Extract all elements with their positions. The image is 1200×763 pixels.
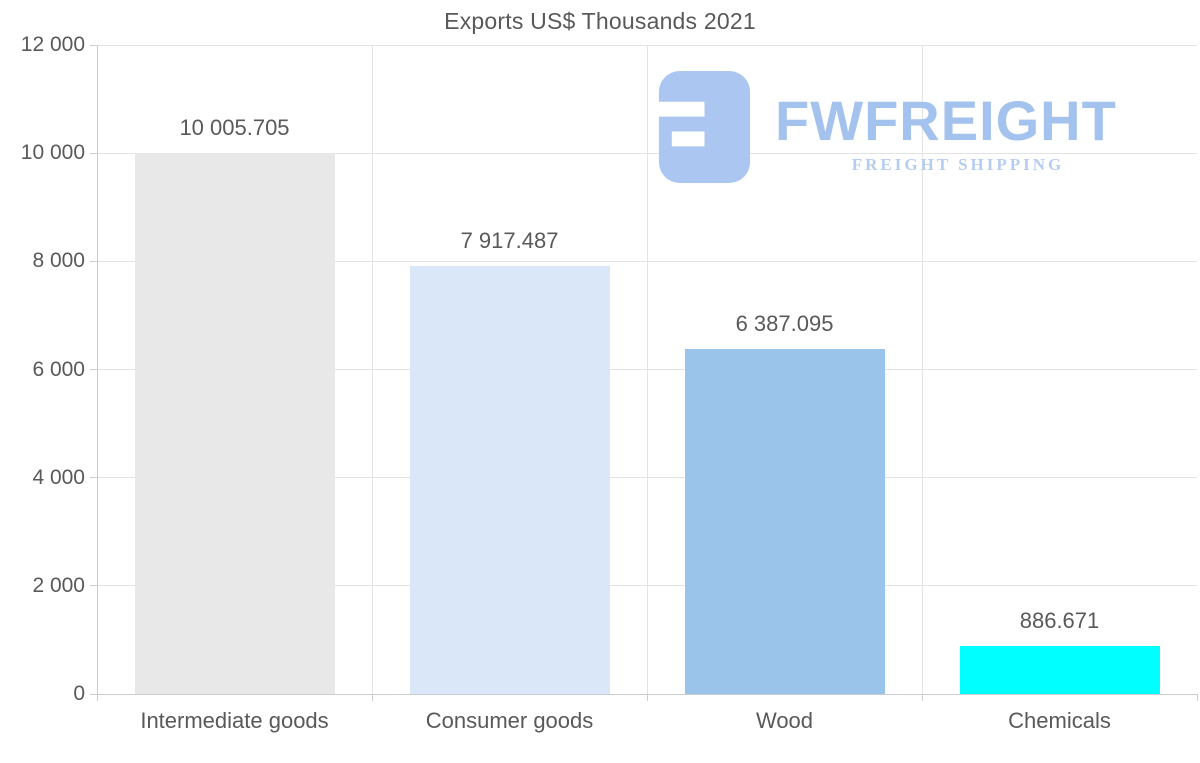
y-axis-label: 10 000: [20, 141, 85, 165]
value-label-intermediate-goods: 10 005.705: [179, 114, 290, 140]
x-axis-tick: [96, 694, 98, 701]
y-axis-tick: [90, 693, 97, 695]
x-axis-tick: [371, 694, 373, 701]
x-gridline: [371, 45, 373, 694]
y-axis-label: 0: [73, 682, 85, 705]
bar-chemicals: [959, 646, 1160, 694]
y-axis-label: 8 000: [32, 249, 85, 273]
bar-wood: [684, 348, 885, 694]
x-axis-label-intermediate-goods: Intermediate goods: [140, 708, 329, 733]
y-axis-tick: [90, 152, 97, 154]
value-label-wood: 6 387.095: [735, 310, 834, 336]
bar-consumer-goods: [409, 265, 610, 694]
x-axis-tick: [921, 694, 923, 701]
value-label-consumer-goods: 7 917.487: [460, 227, 559, 253]
chart-title: Exports US$ Thousands 2021: [444, 8, 756, 34]
y-axis-tick: [90, 477, 97, 479]
x-gridline: [921, 45, 923, 694]
x-axis-label-chemicals: Chemicals: [1008, 708, 1111, 733]
y-axis-label: 2 000: [32, 573, 85, 597]
value-label-chemicals: 886.671: [1019, 608, 1100, 634]
y-axis-tick: [90, 260, 97, 262]
x-axis-label-consumer-goods: Consumer goods: [425, 708, 594, 733]
bar-intermediate-goods: [134, 152, 335, 694]
x-gridline: [646, 45, 648, 694]
x-axis-tick: [1196, 694, 1198, 701]
y-axis-label: 6 000: [32, 357, 85, 381]
y-axis-tick: [90, 585, 97, 587]
y-axis-line: [96, 45, 98, 694]
x-axis-label-wood: Wood: [755, 708, 814, 733]
y-axis-tick: [90, 44, 97, 46]
y-axis-tick: [90, 369, 97, 370]
x-axis-tick: [646, 694, 648, 701]
y-axis-label: 12 000: [20, 33, 85, 56]
y-axis-label: 4 000: [32, 465, 85, 489]
